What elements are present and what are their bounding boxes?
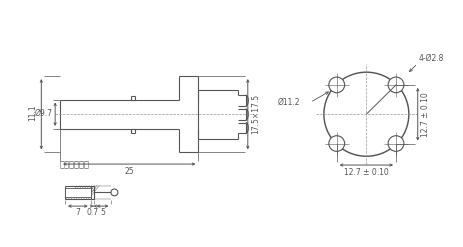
Text: Ø11.2: Ø11.2	[277, 98, 300, 107]
Text: 12.7 ± 0.10: 12.7 ± 0.10	[343, 168, 388, 177]
Circle shape	[328, 136, 344, 151]
Text: Ø9.7: Ø9.7	[34, 109, 52, 118]
Circle shape	[387, 77, 403, 93]
Text: 11.1: 11.1	[28, 104, 38, 121]
Text: 5: 5	[100, 208, 105, 217]
Text: 0.7: 0.7	[86, 208, 98, 217]
Circle shape	[111, 189, 118, 196]
Text: 17.5×17.5: 17.5×17.5	[250, 94, 259, 134]
Bar	[65, 188, 91, 197]
Circle shape	[328, 77, 344, 93]
Text: 电缆剥线尺寸: 电缆剥线尺寸	[60, 160, 90, 169]
Text: 7: 7	[75, 208, 80, 217]
Text: 25: 25	[124, 167, 134, 176]
Circle shape	[387, 136, 403, 151]
Text: 4-Ø2.8: 4-Ø2.8	[418, 53, 443, 62]
Text: 12.7 ± 0.10: 12.7 ± 0.10	[420, 92, 429, 137]
